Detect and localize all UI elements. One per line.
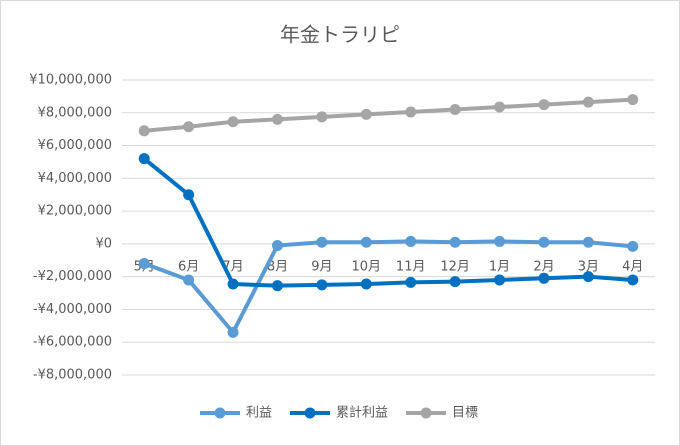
data-point: [405, 106, 417, 118]
data-point: [183, 274, 195, 286]
x-tick-label: 4月: [622, 259, 643, 274]
data-point: [494, 235, 506, 247]
y-tick-label: ¥6,000,000: [38, 138, 112, 153]
data-point: [316, 279, 328, 291]
legend-label: 累計利益: [336, 405, 388, 421]
data-point: [271, 280, 283, 292]
data-point: [494, 101, 506, 113]
y-tick-label: ¥10,000,000: [29, 73, 112, 88]
x-tick-label: 11月: [396, 259, 426, 274]
data-point: [405, 276, 417, 288]
x-tick-label: 9月: [311, 259, 332, 274]
legend-marker: [304, 407, 316, 419]
y-tick-label: ¥2,000,000: [38, 204, 112, 219]
data-point: [449, 276, 461, 288]
data-point: [538, 99, 550, 111]
y-tick-label: ¥8,000,000: [38, 105, 112, 120]
x-tick-label: 10月: [352, 259, 382, 274]
data-point: [227, 326, 239, 338]
data-point: [627, 240, 639, 252]
legend-marker: [214, 407, 226, 419]
data-point: [538, 272, 550, 284]
legend-label: 目標: [452, 406, 478, 421]
data-point: [227, 116, 239, 128]
chart-title: 年金トラリピ: [280, 23, 400, 47]
x-tick-label: 6月: [178, 259, 199, 274]
x-tick-label: 8月: [267, 259, 288, 274]
data-point: [138, 125, 150, 137]
data-point: [138, 153, 150, 165]
series-line: [142, 157, 633, 288]
data-point: [405, 235, 417, 247]
data-point: [227, 278, 239, 290]
data-point: [271, 240, 283, 252]
data-point: [582, 236, 594, 248]
data-point: [449, 236, 461, 248]
data-point: [627, 94, 639, 106]
x-tick-label: 12月: [440, 259, 470, 274]
data-point: [183, 121, 195, 133]
series-line: [144, 97, 633, 133]
data-point: [271, 113, 283, 125]
data-point: [316, 236, 328, 248]
data-point: [582, 96, 594, 108]
legend-marker: [420, 407, 432, 419]
x-tick-label: 1月: [489, 259, 510, 274]
data-point: [627, 274, 639, 286]
data-point: [494, 274, 506, 286]
legend-label: 利益: [246, 406, 272, 421]
x-tick-label: 2月: [533, 259, 554, 274]
data-point: [138, 258, 150, 270]
data-point: [360, 236, 372, 248]
y-tick-label: -¥2,000,000: [33, 269, 112, 284]
data-point: [538, 236, 550, 248]
x-tick-label: 3月: [578, 259, 599, 274]
data-point: [360, 108, 372, 120]
y-tick-label: ¥4,000,000: [38, 171, 112, 186]
y-tick-label: -¥8,000,000: [33, 368, 112, 383]
data-point: [183, 189, 195, 201]
y-tick-label: -¥4,000,000: [33, 302, 112, 317]
data-point: [449, 104, 461, 115]
data-point: [316, 111, 328, 123]
y-tick-label: -¥6,000,000: [33, 335, 112, 350]
data-point: [582, 271, 594, 283]
data-point: [360, 278, 372, 290]
y-tick-label: ¥0: [95, 236, 112, 251]
series-line: [143, 239, 633, 335]
